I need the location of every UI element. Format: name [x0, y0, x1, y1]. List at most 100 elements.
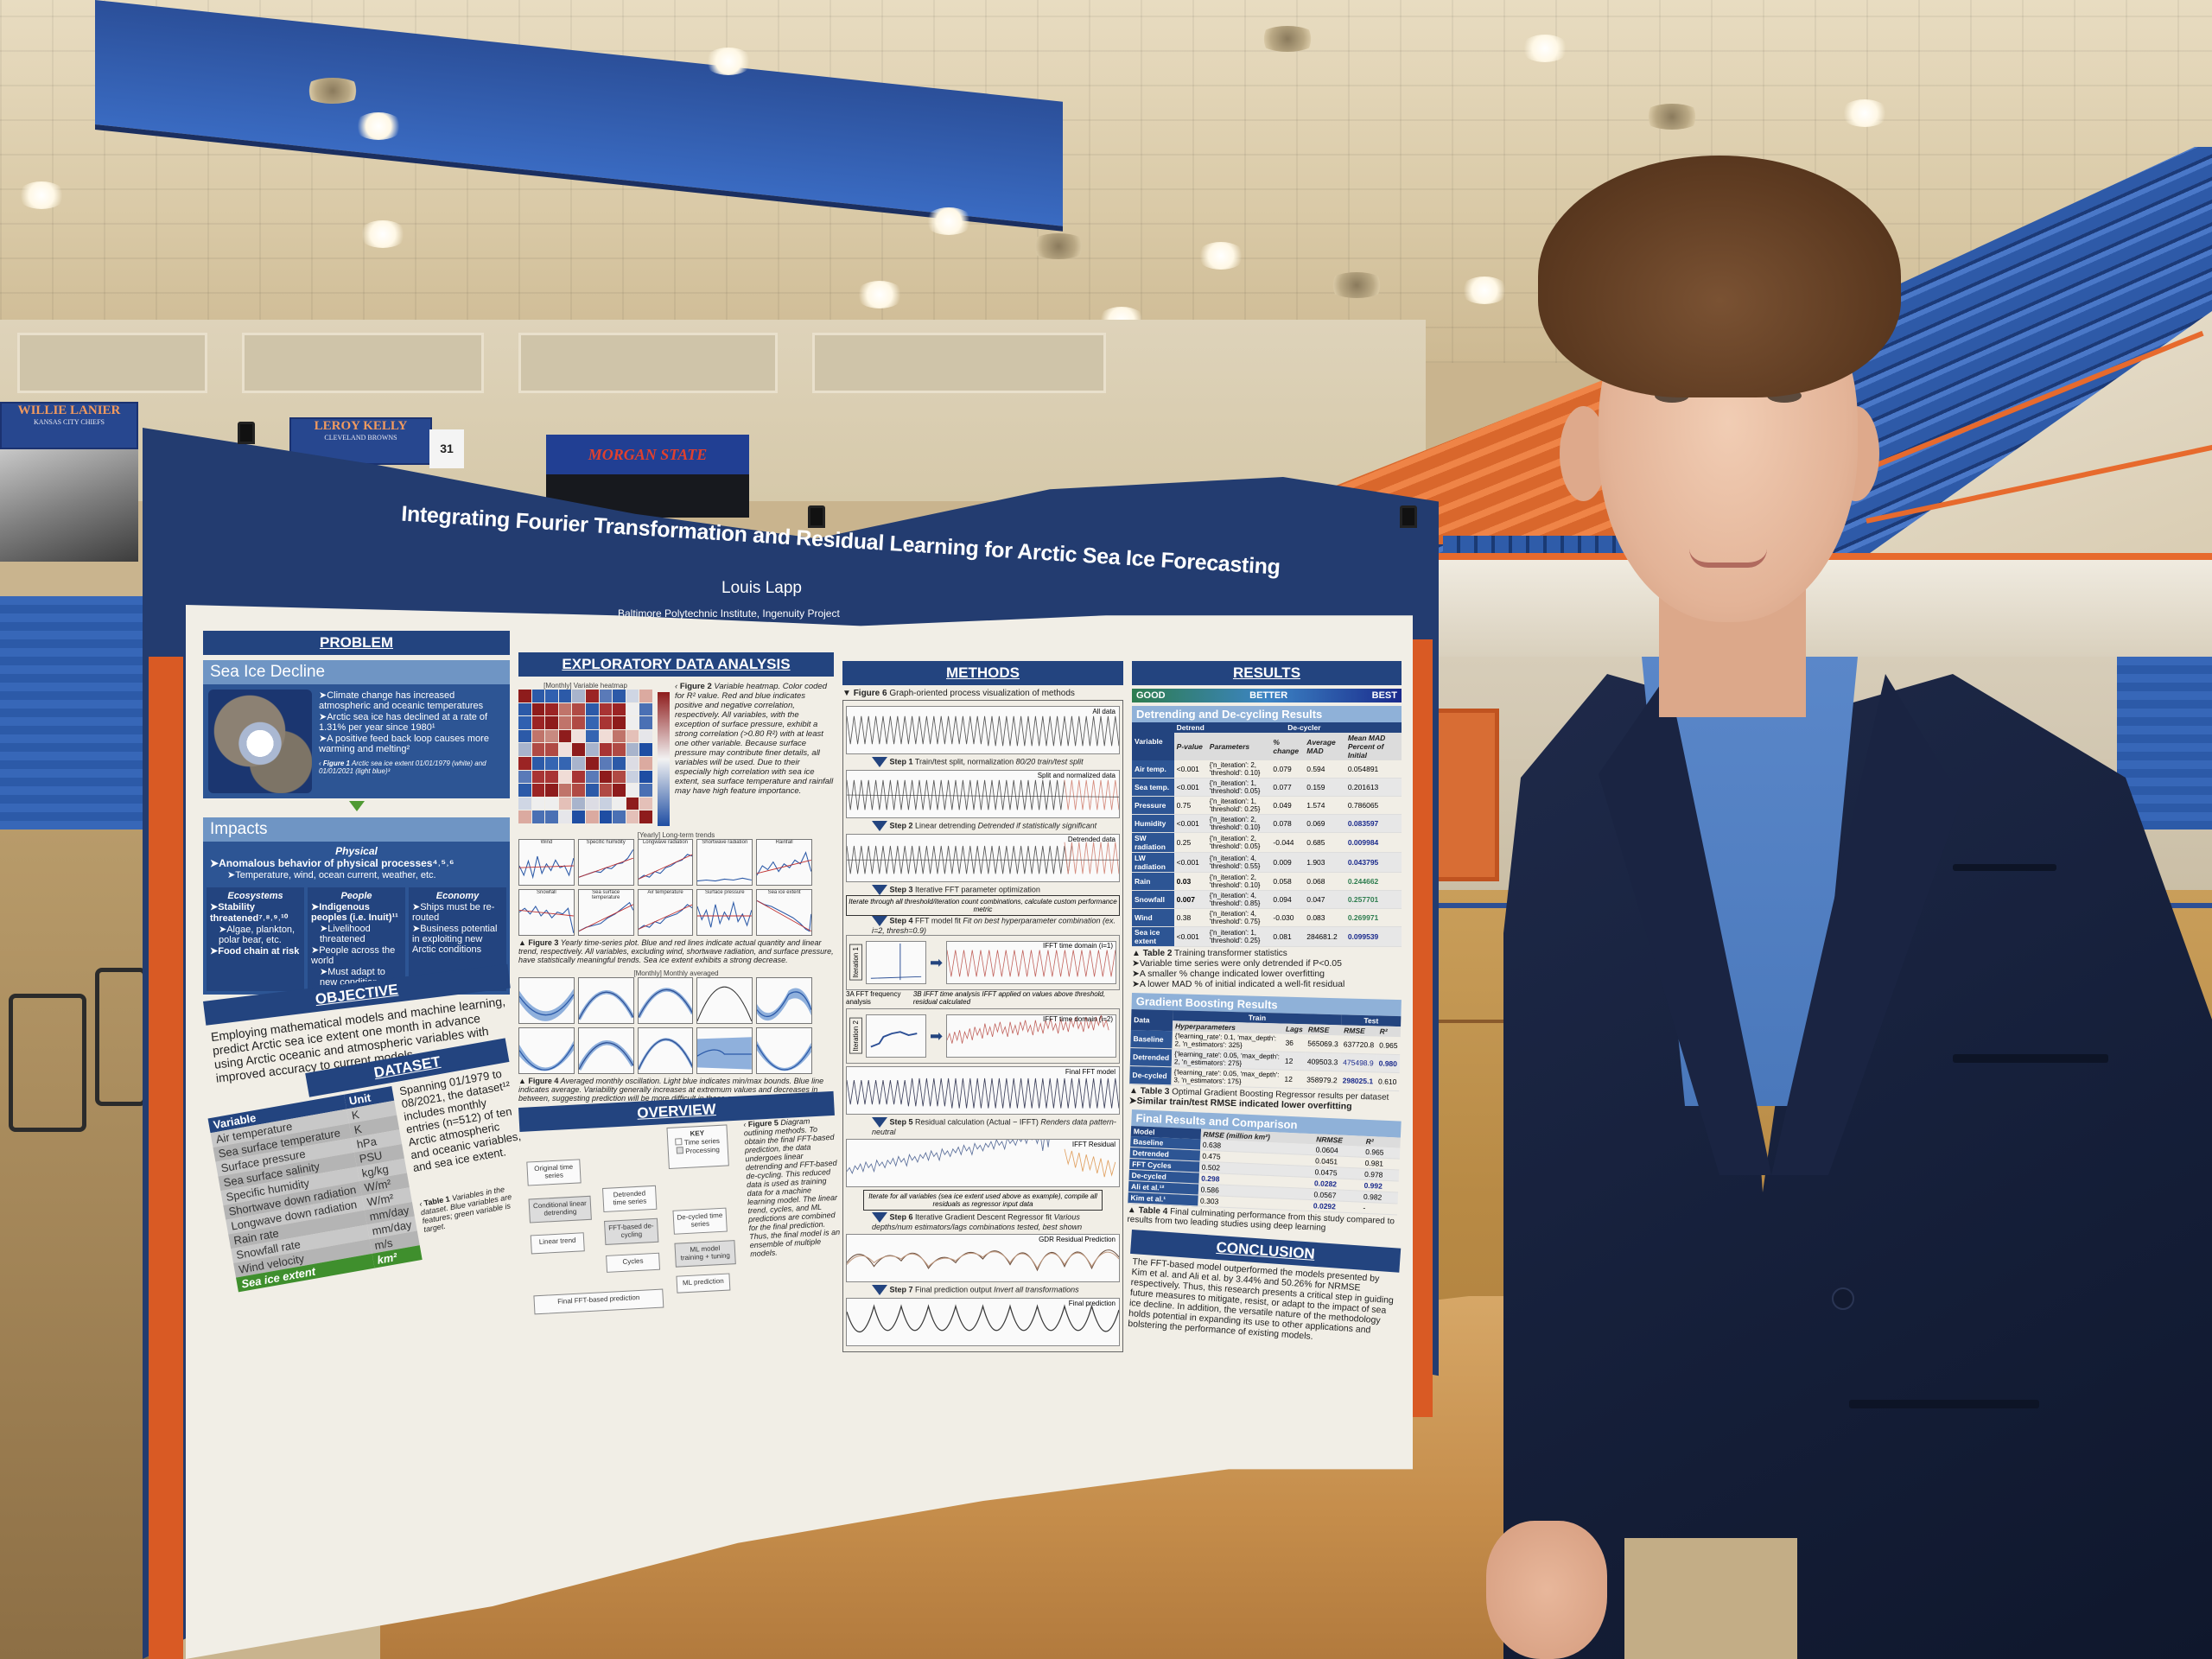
step-7-label: Step 7 Final prediction output Invert al…	[872, 1285, 1120, 1295]
plot-final-fft-model: Final FFT model	[846, 1066, 1120, 1115]
right-arrow-icon: ➡	[930, 953, 944, 971]
iteration-2-box: Iteration 2 ➡ IFFT time domain (i=2)	[846, 1008, 1120, 1064]
mini-plot: Shortwave radiation	[696, 839, 753, 886]
mini-plot: Wind	[518, 839, 575, 886]
student-presenter	[1469, 156, 2212, 1659]
poster-author: Louis Lapp	[721, 579, 802, 597]
iteration-label: Iteration 2	[849, 1018, 862, 1054]
sea-ice-decline-box: Sea Ice Decline Climate change has incre…	[203, 660, 510, 798]
heatmap-colorbar	[658, 692, 670, 826]
figure-4-caption: ▲ Figure 4 Averaged monthly oscillation.…	[518, 1077, 824, 1103]
folding-chair	[95, 968, 147, 1106]
step-2-label: Step 2 Linear detrending Detrended if st…	[872, 821, 1120, 831]
section-header-eda: EXPLORATORY DATA ANALYSIS	[518, 652, 834, 677]
ceiling-light	[359, 220, 407, 248]
dataset-description: Spanning 01/1979 to 08/2021, the dataset…	[397, 1066, 523, 1175]
mini-plot: Specific humidity	[577, 839, 634, 886]
figure-caption: ‹ Figure 1 Arctic sea ice extent 01/01/1…	[319, 760, 486, 775]
down-arrow-icon	[872, 1117, 887, 1128]
ceiling-light	[1840, 99, 1889, 127]
mini-plot	[518, 1027, 575, 1074]
gradient-boosting-results: Gradient Boosting Results Data Train Tes…	[1129, 993, 1402, 1113]
physical-title: Physical	[335, 845, 378, 857]
bullet: Food chain at risk	[210, 945, 301, 957]
down-arrow-icon	[872, 1285, 887, 1295]
arctic-map-figure	[208, 690, 312, 793]
figure-2-caption: ‹ Figure 2 Variable heatmap. Color coded…	[675, 682, 834, 796]
step-3-detail: Iterate through all threshold/iteration …	[846, 895, 1120, 916]
binder-clip-icon	[238, 422, 255, 444]
morgan-state-banner: MORGAN STATE	[546, 435, 749, 474]
people-box: People Indigenous peoples (i.e. Inuit)¹¹…	[308, 887, 405, 991]
mini-plot	[577, 977, 634, 1024]
blazer-pocket	[1953, 1054, 2108, 1063]
bullet: People across the world	[311, 944, 402, 966]
detrending-results: Detrending and De-cycling Results Variab…	[1132, 706, 1402, 989]
blazer-button	[1832, 1287, 1854, 1310]
iteration-1-labels: 3A FFT frequency analysis 3B IFFT time an…	[846, 990, 1106, 1006]
gradient-boosting-table: Data Train Test Hyperparameters Lags RMS…	[1129, 1008, 1402, 1091]
mini-plot	[637, 977, 694, 1024]
binder-clip-icon	[1400, 505, 1417, 528]
mini-plot: Snowfall	[518, 889, 575, 936]
table-row: Humidity <0.001 {'n_iteration': 2, 'thresh…	[1132, 814, 1402, 833]
mini-plot	[756, 977, 812, 1024]
correlation-heatmap	[518, 690, 652, 823]
wall-windows	[518, 333, 778, 393]
right-arrow-icon: ➡	[930, 1027, 944, 1045]
folding-chair	[9, 994, 86, 1132]
player-photo-banner	[0, 449, 138, 562]
ceiling-light	[704, 48, 753, 75]
monthly-oscillation-plots	[518, 977, 812, 1074]
dataset-table: Variable Unit Air temperature K Sea surfac…	[207, 1086, 423, 1293]
box-title: Sea Ice Decline	[203, 660, 510, 684]
ceiling-light	[925, 207, 973, 235]
mini-plot	[756, 1027, 812, 1074]
ecosystems-box: Ecosystems Stability threatened⁷˒⁸˒⁹˒¹⁰ …	[207, 887, 304, 991]
fft-frequency-plot	[866, 941, 926, 984]
mini-plot: Sea ice extent	[756, 889, 812, 936]
box-title: Impacts	[203, 817, 510, 842]
smile	[1689, 549, 1767, 568]
down-arrow-icon	[872, 821, 887, 831]
mini-plot: Rainfall	[756, 839, 812, 886]
wall-windows	[17, 333, 207, 393]
overview-flow-diagram: KEY Time series Processing Original time…	[519, 1121, 749, 1318]
final-comparison-table: Model RMSE (million km²) NRMSE R² Baseli…	[1128, 1125, 1401, 1216]
step-6-label: Step 6 Iterative Gradient Descent Regres…	[872, 1212, 1083, 1231]
mini-plot	[518, 977, 575, 1024]
mini-plot	[577, 1027, 634, 1074]
balcony	[1434, 553, 2212, 657]
section-header-problem: PROBLEM	[203, 631, 510, 655]
flow-node-decycled: De-cycled time series	[672, 1207, 728, 1235]
bullet: Climate change has increased atmospheric…	[319, 690, 505, 711]
bullet: Arctic sea ice has declined at a rate of…	[319, 711, 505, 733]
hand	[1486, 1521, 1607, 1659]
ceiling-vent	[1642, 104, 1702, 130]
results-subtitle: Detrending and De-cycling Results	[1132, 706, 1402, 722]
plot-split-data: Split and normalized data	[846, 770, 1120, 818]
poster-affiliation: Baltimore Polytechnic Institute, Ingenui…	[618, 607, 840, 620]
ceiling-vent	[1028, 233, 1089, 259]
iterate-note: Iterate for all variables (sea ice exten…	[863, 1190, 1103, 1211]
iteration-1-box: Iteration 1 ➡ IFFT time domain (i=1)	[846, 935, 1120, 990]
blue-wall	[0, 596, 147, 838]
plot-detrended-data: Detrended data	[846, 834, 1120, 882]
wall-windows	[812, 333, 1106, 393]
step-4-label: Step 4 FFT model fit Fit on best hyperpa…	[872, 916, 1116, 935]
bullet: A lower MAD % of initial indicated a wel…	[1132, 979, 1402, 989]
down-arrow-icon	[872, 1212, 887, 1223]
table-row: Snowfall 0.007 {'n_iteration': 4, 'thresho…	[1132, 890, 1402, 909]
bullet: Algae, plankton, polar bear, etc.	[219, 924, 301, 945]
plot-gdr-prediction: GDR Residual Prediction	[846, 1234, 1120, 1282]
bullet: A positive feed back loop causes more wa…	[319, 733, 505, 754]
economy-title: Economy	[435, 891, 480, 901]
column-methods: METHODS ▼ Figure 6 Graph-oriented proces…	[842, 661, 1123, 1352]
curly-hair	[1538, 156, 1901, 397]
heatmap-title: [Monthly] Variable heatmap	[543, 682, 627, 690]
plot-all-data: All data	[846, 706, 1120, 754]
column-results: RESULTS GOOD BETTER BEST Detrending and …	[1127, 661, 1402, 1342]
jersey-icon: 31	[429, 429, 464, 468]
flow-node-conditional-detrending: Conditional linear detrending	[528, 1195, 592, 1224]
down-arrow-icon	[203, 798, 510, 817]
